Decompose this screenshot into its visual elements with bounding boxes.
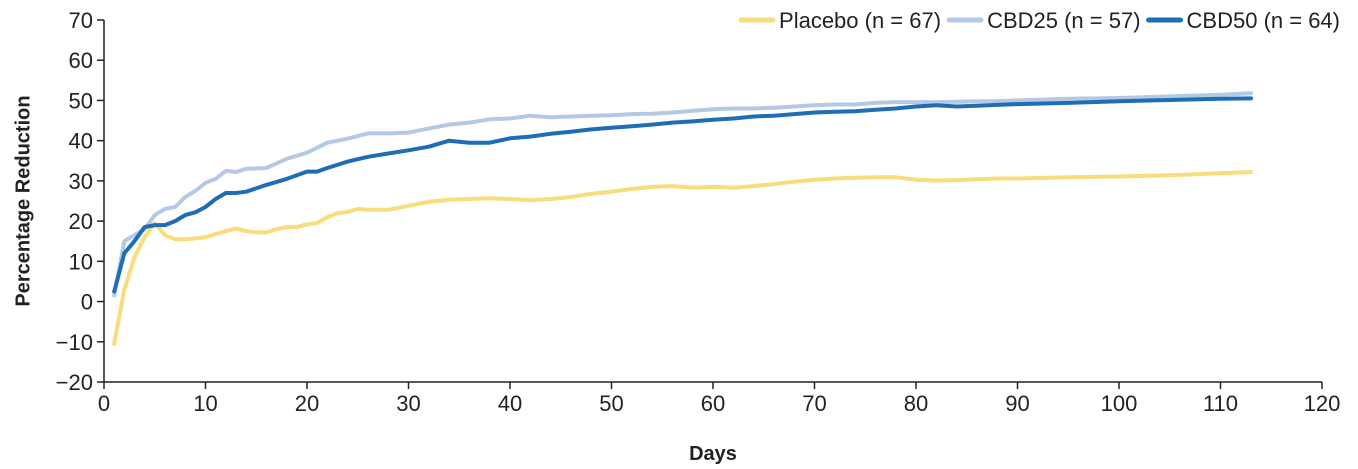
y-tick-label: 50 (69, 88, 93, 113)
x-tick-label: 60 (701, 391, 725, 416)
legend-label: CBD50 (n = 64) (1187, 8, 1340, 33)
x-tick-label: 10 (193, 391, 217, 416)
series-line-2 (112, 91, 1253, 298)
x-tick-label: 70 (802, 391, 826, 416)
legend-item-2: CBD25 (n = 57) (946, 8, 1141, 33)
x-tick-label: 90 (1005, 391, 1029, 416)
x-tick-label: 40 (498, 391, 522, 416)
x-tick-label: 120 (1304, 391, 1341, 416)
series-lines (112, 91, 1253, 346)
x-tick-label: 0 (98, 391, 110, 416)
y-tick-label: 40 (69, 129, 93, 154)
x-tick-label: 110 (1203, 391, 1238, 416)
y-tick-label: −20 (56, 370, 93, 395)
x-tick-label: 100 (1101, 391, 1138, 416)
series-line-1 (112, 170, 1253, 346)
y-tick-label: 70 (69, 8, 93, 33)
legend-label: CBD25 (n = 57) (987, 8, 1140, 33)
x-tick-label: 80 (904, 391, 928, 416)
y-tick-label: 20 (69, 209, 93, 234)
x-tick-label: 20 (295, 391, 319, 416)
y-tick-label: 0 (81, 290, 93, 315)
legend-label: Placebo (n = 67) (779, 8, 941, 33)
x-tick-label: 50 (599, 391, 623, 416)
series-line-3 (112, 96, 1253, 294)
x-tick-label: 30 (396, 391, 420, 416)
x-axis-title: Days (689, 443, 737, 465)
y-tick-label: 60 (69, 48, 93, 73)
legend: Placebo (n = 67) CBD25 (n = 57) CBD50 (n =… (738, 8, 1340, 33)
axes (103, 20, 1322, 383)
legend-item-1: Placebo (n = 67) (738, 8, 941, 33)
y-tick-label: 30 (69, 169, 93, 194)
y-tick-label: −10 (56, 330, 93, 355)
y-ticks: −20 −10 0 10 20 30 40 50 60 70 (56, 8, 104, 395)
legend-item-3: CBD50 (n = 64) (1146, 8, 1340, 33)
y-axis-title: Percentage Reduction (12, 95, 34, 306)
y-tick-label: 10 (69, 249, 93, 274)
x-ticks: 0 10 20 30 40 50 60 70 80 90 100 110 120 (98, 382, 1340, 416)
